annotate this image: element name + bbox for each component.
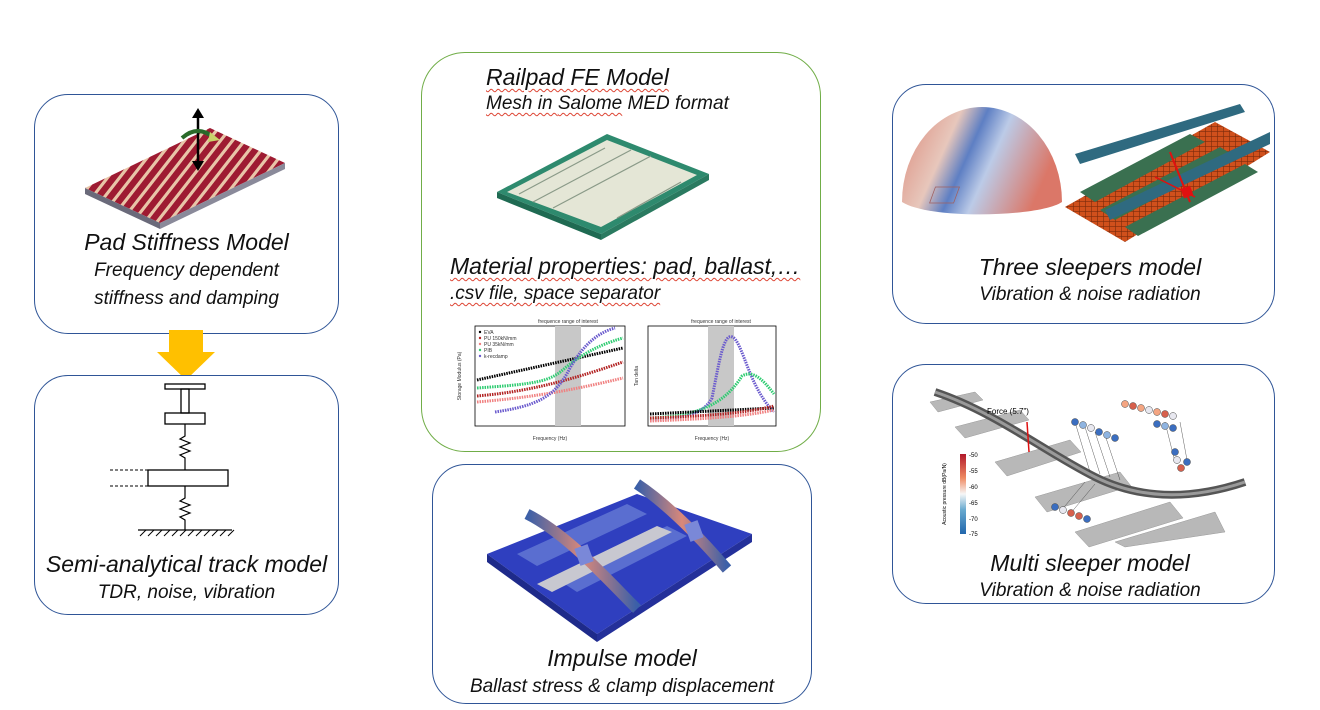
csv-note-text: .csv file, space separator [450, 283, 661, 304]
colorbar-label: Acoustic pressure dB(Pa/N) [942, 463, 948, 525]
colorbar-tick: -70 [969, 517, 978, 523]
colorbar-tick: -50 [969, 453, 978, 459]
down-arrow-icon [157, 330, 215, 380]
mesh-prefix: Mesh in [486, 93, 558, 114]
pad-stiffness-line2: stiffness and damping [94, 288, 279, 309]
impulse-title: Impulse model [547, 645, 697, 671]
semi-analytical-box [34, 375, 339, 615]
legend-marker-pib [478, 348, 482, 352]
colorbar-tick: -55 [969, 469, 978, 475]
force-label: Force (5.7") [987, 407, 1029, 416]
three-sleepers-subtitle: Vibration & noise radiation [979, 284, 1201, 305]
multi-sleeper-illustration: Force (5.7") Acoustic pressure dB(Pa/N) … [929, 388, 1247, 548]
legend-eva: EVA [484, 330, 494, 336]
tan-delta-chart: frequence range of interest Frequency (H… [634, 319, 777, 442]
legend-pu35: PU 35kN/mm [484, 342, 514, 348]
mesh-suffix: MED format [622, 93, 729, 114]
multi-sleeper-subtitle: Vibration & noise radiation [979, 580, 1201, 601]
legend-pu150: PU 150kN/mm [484, 336, 517, 342]
legend-marker-pu150 [478, 336, 482, 340]
railpad-title-text: Railpad FE Model [486, 64, 669, 90]
left-band-label: frequence range of interest [538, 319, 598, 325]
semi-analytical-title: Semi-analytical track model [45, 551, 328, 577]
right-xlabel: Frequency (Hz) [695, 436, 730, 442]
csv-note: .csv file, space separator [450, 283, 660, 305]
multi-sleeper-title: Multi sleeper model [990, 550, 1190, 576]
left-legend: EVA PU 150kN/mm PU 35kN/mm PIB k-recdamp [478, 330, 517, 360]
storage-modulus-chart: frequence range of interest Frequency (H… [457, 319, 626, 442]
mesh-salome: Salome [557, 93, 623, 114]
legend-krecdamp: k-recdamp [484, 354, 508, 360]
colorbar [960, 454, 966, 534]
impulse-subtitle: Ballast stress & clamp displacement [469, 676, 775, 697]
left-xlabel: Frequency (Hz) [533, 436, 568, 442]
track-model-schematic [110, 383, 235, 537]
three-sleepers-illustration [902, 104, 1270, 242]
railpad-mesh-line: Mesh in Salome MED format [486, 93, 729, 115]
pad-stiffness-illustration [85, 108, 285, 229]
colorbar-tick: -75 [969, 532, 978, 538]
legend-marker-pu35 [478, 342, 482, 346]
material-properties: Material properties: pad, ballast,… [450, 253, 800, 280]
legend-marker-eva [478, 330, 482, 334]
right-band-label: frequence range of interest [691, 319, 751, 325]
colorbar-tick: -60 [969, 485, 978, 491]
right-ylabel: Tan delta [634, 366, 640, 387]
legend-pib: PIB [484, 348, 493, 354]
railpad-mesh-illustration [497, 134, 709, 240]
colorbar-tick: -65 [969, 501, 978, 507]
semi-analytical-subtitle: TDR, noise, vibration [97, 582, 276, 603]
impulse-illustration [487, 479, 752, 642]
three-sleepers-title: Three sleepers model [978, 254, 1202, 280]
legend-marker-krecdamp [478, 354, 482, 358]
material-properties-text: Material properties: pad, ballast,… [450, 253, 801, 279]
left-ylabel: Storage Modulus (Pa) [457, 351, 463, 400]
railpad-title: Railpad FE Model [486, 64, 669, 91]
pad-stiffness-title: Pad Stiffness Model [84, 229, 289, 255]
pad-stiffness-line1: Frequency dependent [94, 260, 279, 281]
